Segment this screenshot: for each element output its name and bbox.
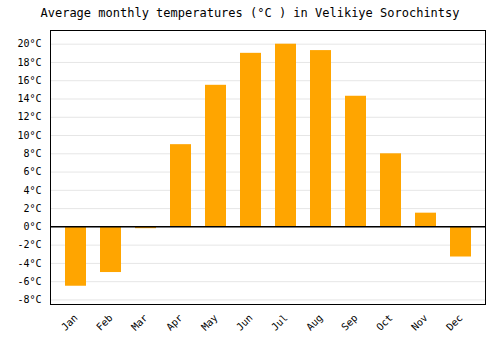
svg-text:-2°C: -2°C xyxy=(17,239,41,250)
svg-text:Aug: Aug xyxy=(304,312,325,333)
svg-text:Oct: Oct xyxy=(374,312,395,333)
svg-text:-6°C: -6°C xyxy=(17,276,41,287)
svg-text:Feb: Feb xyxy=(94,312,115,333)
svg-text:-8°C: -8°C xyxy=(17,294,41,305)
svg-text:Apr: Apr xyxy=(164,312,185,333)
svg-text:Jan: Jan xyxy=(59,312,80,333)
svg-text:4°C: 4°C xyxy=(23,185,41,196)
svg-text:10°C: 10°C xyxy=(17,130,41,141)
svg-text:16°C: 16°C xyxy=(17,75,41,86)
svg-text:2°C: 2°C xyxy=(23,203,41,214)
svg-text:Dec: Dec xyxy=(444,312,465,333)
svg-text:8°C: 8°C xyxy=(23,148,41,159)
svg-text:Jul: Jul xyxy=(269,312,290,333)
svg-text:Nov: Nov xyxy=(409,312,430,333)
svg-text:Jun: Jun xyxy=(234,312,255,333)
svg-text:20°C: 20°C xyxy=(17,38,41,49)
svg-text:0°C: 0°C xyxy=(23,221,41,232)
svg-text:18°C: 18°C xyxy=(17,57,41,68)
html-text:Average monthly temperatures (: Average monthly temperatures (°C ) in Ve… xyxy=(40,6,460,20)
svg-text:Mar: Mar xyxy=(129,312,150,333)
svg-text:May: May xyxy=(199,312,220,333)
svg-text:14°C: 14°C xyxy=(17,93,41,104)
svg-text:-4°C: -4°C xyxy=(17,258,41,269)
svg-text:Sep: Sep xyxy=(339,312,360,333)
svg-text:12°C: 12°C xyxy=(17,111,41,122)
svg-text:6°C: 6°C xyxy=(23,166,41,177)
